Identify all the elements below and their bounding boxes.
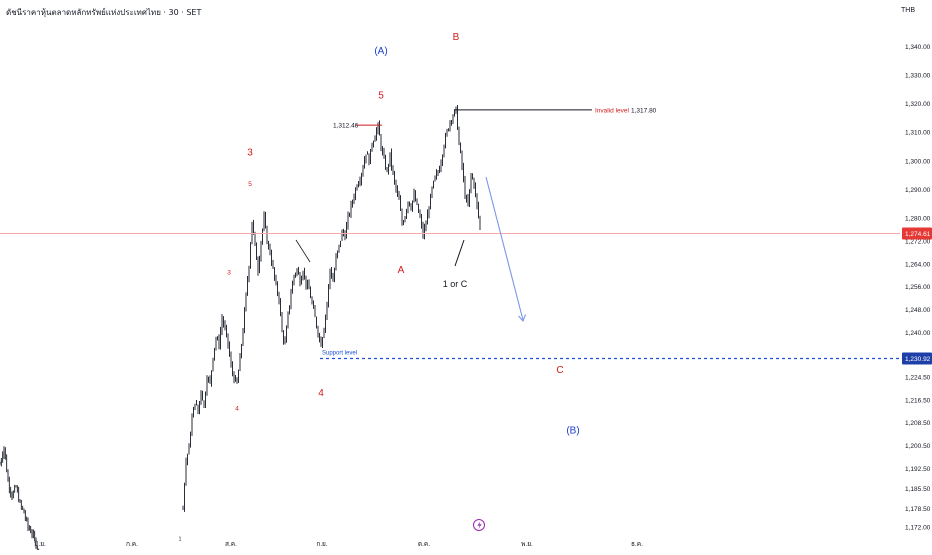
x-tick-label: มิ.ย. [34,540,46,548]
wave-label: C [556,365,563,376]
y-tick-label: 1,172.00 [905,525,931,532]
x-tick-label: ก.ย. [316,541,328,548]
y-tick-label: 1,248.00 [905,307,931,314]
y-tick-label: 1,200.50 [905,443,931,450]
y-tick-label: 1,310.00 [905,130,931,137]
invalid-level-price: 1,317.80 [631,107,657,114]
chart-title: ดัชนีราคาหุ้นตลาดหลักทรัพย์แห่งประเทศไทย… [6,8,202,17]
wave-label: 1 or C [443,279,468,289]
trend-tick [295,239,311,263]
x-tick-label: พ.ย. [521,541,533,548]
support-price-badge-text: 1,230.92 [905,356,931,363]
x-tick-label: ส.ค. [225,541,237,548]
wave-label: 5 [248,181,252,188]
y-tick-label: 1,240.00 [905,330,931,337]
wave-label: 1 [179,536,182,542]
y-tick-label: 1,178.50 [905,506,931,513]
wave-label: 3 [247,148,253,159]
wave-label: A [398,265,405,276]
wave-label: (B) [566,425,579,436]
y-tick-label: 1,290.00 [905,187,931,194]
y-tick-label: 1,216.50 [905,397,931,404]
y-tick-label: 1,320.00 [905,101,931,108]
wave-label: 4 [235,406,239,413]
wave-labels: Invalid level 1,317.80 1,312.46 Support lev… [179,32,657,542]
wave-label: 5 [378,90,384,101]
y-tick-label: 1,192.50 [905,466,931,473]
current-price-badge [902,227,932,240]
x-tick-label: ก.ค. [126,541,138,548]
wave-label: 3 [227,270,231,277]
y-tick-label: 1,208.50 [905,420,931,427]
high-price-label: 1,312.46 [333,123,359,130]
y-tick-label: 1,340.00 [905,44,931,51]
y-tick-label: 1,272.00 [905,238,931,245]
support-price-badge [902,352,932,365]
x-tick-label: ต.ค. [418,541,430,548]
wave-label: B [453,32,460,43]
price-axis[interactable]: 1,340.00 1,330.00 1,320.00 1,310.00 1,300.00… [902,44,932,532]
support-level-label: Support level [322,350,357,356]
y-tick-label: 1,256.00 [905,284,931,291]
y-tick-label: 1,330.00 [905,72,931,79]
lightning-icon [473,519,485,531]
y-tick-label: 1,185.50 [905,486,931,493]
invalid-level-label: Invalid level [595,107,630,114]
projection-arrow-line [485,176,524,321]
wave-label: 4 [318,388,324,399]
price-series [0,104,481,555]
lightning-icon-glyph [477,521,482,529]
time-axis[interactable]: มิ.ย. ก.ค. ส.ค. ก.ย. ต.ค. พ.ย. ธ.ค. [34,519,643,549]
level-lines [0,109,900,360]
projection-arrow-head [518,314,527,323]
y-tick-label: 1,264.00 [905,261,931,268]
wave-pointer-line [454,239,465,267]
y-tick-label: 1,280.00 [905,216,931,223]
currency-label: THB [901,7,915,14]
current-price-badge-text: 1,274.61 [905,231,931,238]
y-tick-label: 1,224.50 [905,374,931,381]
wave-label: (A) [374,46,387,57]
x-tick-label: ธ.ค. [631,541,643,548]
y-tick-label: 1,300.00 [905,158,931,165]
